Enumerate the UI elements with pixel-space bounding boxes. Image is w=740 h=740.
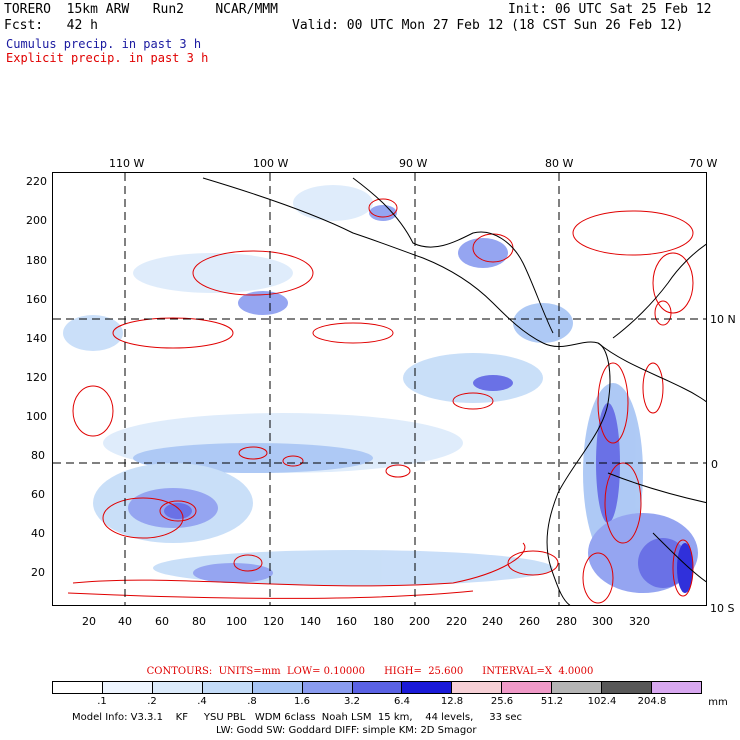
model-info: Model Info: V3.3.1 KF YSU PBL WDM 6class…: [72, 712, 522, 723]
colorbar-swatch: [252, 682, 303, 693]
y-tick: 180: [26, 254, 47, 267]
x-tick: 80: [192, 615, 206, 628]
x-tick: 60: [155, 615, 169, 628]
colorbar-swatch: [552, 682, 603, 693]
y-tick: 200: [26, 214, 47, 227]
lon-label-80w: 80 W: [545, 157, 574, 170]
x-tick: 20: [82, 615, 96, 628]
init-time: Init: 06 UTC Sat 25 Feb 12: [508, 2, 712, 17]
x-tick: 320: [629, 615, 650, 628]
lat-label-0: 0: [711, 458, 718, 471]
y-tick: 60: [31, 488, 45, 501]
y-tick: 20: [31, 566, 45, 579]
colorbar-swatch: [602, 682, 653, 693]
coastlines: [202, 177, 706, 605]
colorbar: [52, 681, 702, 694]
colorbar-swatch: [302, 682, 353, 693]
x-tick: 260: [519, 615, 540, 628]
valid-time: Valid: 00 UTC Mon 27 Feb 12 (18 CST Sun …: [292, 18, 684, 33]
colorbar-label: .4: [197, 696, 207, 707]
y-tick: 100: [26, 410, 47, 423]
lat-label-10n: 10 N: [710, 313, 736, 326]
lat-label-10s: 10 S: [710, 602, 735, 615]
y-tick: 120: [26, 371, 47, 384]
y-tick: 220: [26, 175, 47, 188]
y-tick: 80: [31, 449, 45, 462]
colorbar-swatch: [202, 682, 253, 693]
colorbar-label: 12.8: [440, 696, 464, 707]
colorbar-label: 204.8: [637, 696, 667, 707]
colorbar-label: 1.6: [294, 696, 310, 707]
model-title: TORERO 15km ARW Run2 NCAR/MMM: [4, 2, 278, 17]
colorbar-label: .2: [147, 696, 157, 707]
colorbar-swatch: [102, 682, 153, 693]
x-tick: 180: [373, 615, 394, 628]
lon-label-90w: 90 W: [399, 157, 428, 170]
colorbar-swatch: [402, 682, 453, 693]
map-canvas: [53, 173, 706, 605]
x-tick: 140: [300, 615, 321, 628]
lon-label-110w: 110 W: [109, 157, 145, 170]
physics-info: LW: Godd SW: Goddard DIFF: simple KM: 2D…: [216, 725, 477, 736]
colorbar-swatch: [652, 682, 701, 693]
x-tick: 280: [556, 615, 577, 628]
colorbar-swatch: [152, 682, 203, 693]
shaded-field-label: Cumulus precip. in past 3 h: [6, 37, 202, 51]
colorbar-unit: mm: [708, 697, 728, 708]
y-tick: 140: [26, 332, 47, 345]
colorbar-swatch: [352, 682, 403, 693]
x-tick: 40: [118, 615, 132, 628]
contour-field-label: Explicit precip. in past 3 h: [6, 51, 209, 65]
colorbar-label: 25.6: [490, 696, 514, 707]
colorbar-swatch: [452, 682, 503, 693]
colorbar-label: 102.4: [587, 696, 617, 707]
colorbar-label: 3.2: [344, 696, 360, 707]
colorbar-swatch: [53, 682, 103, 693]
colorbar-label: 51.2: [540, 696, 564, 707]
colorbar-label: 6.4: [394, 696, 410, 707]
x-tick: 300: [592, 615, 613, 628]
lat-lon-grid: [53, 173, 706, 605]
colorbar-swatch: [502, 682, 553, 693]
precip-map: [52, 172, 707, 606]
x-tick: 220: [446, 615, 467, 628]
y-tick: 40: [31, 527, 45, 540]
cumulus-precip-shading: [63, 185, 698, 593]
lon-label-100w: 100 W: [253, 157, 289, 170]
colorbar-label: .1: [97, 696, 107, 707]
contour-info: CONTOURS: UNITS=mm LOW= 0.10000 HIGH= 25…: [146, 666, 594, 677]
x-tick: 100: [226, 615, 247, 628]
forecast-hour: Fcst: 42 h: [4, 18, 98, 33]
x-tick: 240: [482, 615, 503, 628]
x-tick: 160: [336, 615, 357, 628]
lon-label-70w: 70 W: [689, 157, 718, 170]
x-tick: 120: [263, 615, 284, 628]
y-tick: 160: [26, 293, 47, 306]
x-tick: 200: [409, 615, 430, 628]
colorbar-label: .8: [247, 696, 257, 707]
